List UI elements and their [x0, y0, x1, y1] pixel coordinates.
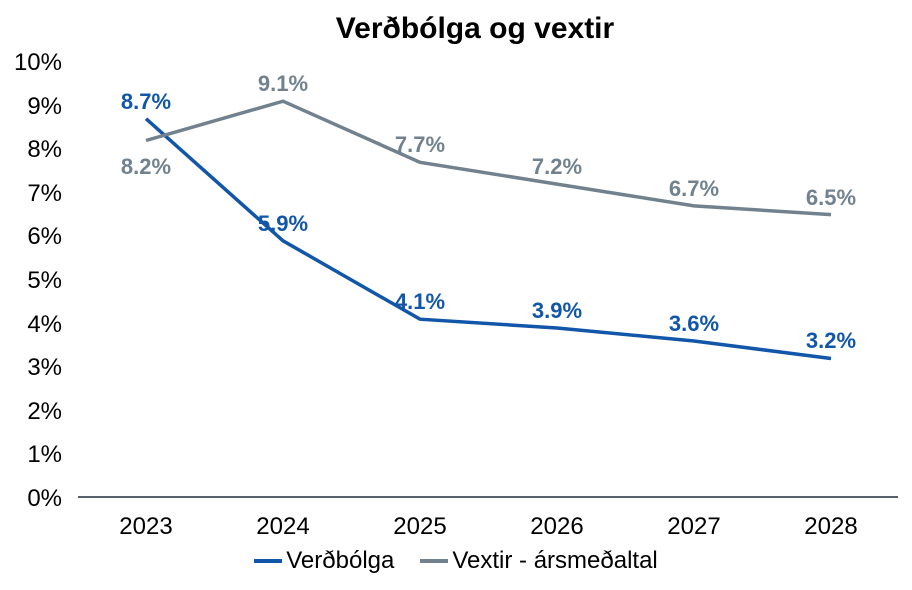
y-axis-tick-label: 1%	[27, 441, 62, 468]
data-label-verdbolga: 3.9%	[532, 298, 582, 323]
x-axis-tick-label: 2028	[804, 513, 857, 540]
y-axis-tick-label: 0%	[27, 485, 62, 512]
data-label-vextir: 9.1%	[258, 71, 308, 96]
data-label-verdbolga: 5.9%	[258, 211, 308, 236]
y-axis-tick-label: 7%	[27, 180, 62, 207]
data-label-verdbolga: 3.6%	[669, 311, 719, 336]
legend-item-vextir: Vextir - ársmeðaltal	[420, 547, 658, 574]
chart-legend: Verðbólga Vextir - ársmeðaltal	[0, 549, 912, 573]
legend-label-vextir: Vextir - ársmeðaltal	[452, 547, 658, 574]
y-axis-tick-label: 5%	[27, 267, 62, 294]
chart-title: Verðbólga og vextir	[335, 12, 615, 45]
y-axis-tick-label: 3%	[27, 354, 62, 381]
data-label-verdbolga: 4.1%	[395, 289, 445, 314]
data-label-vextir: 6.5%	[806, 185, 856, 210]
x-axis-tick-label: 2023	[119, 513, 172, 540]
x-axis-tick-label: 2027	[667, 513, 720, 540]
legend-label-verdbolga: Verðbólga	[286, 547, 395, 574]
series-line-vextir	[145, 99, 832, 217]
data-label-verdbolga: 8.7%	[121, 89, 171, 114]
x-axis-tick-label: 2026	[530, 513, 583, 540]
legend-line-swatch-vextir	[420, 559, 449, 563]
legend-line-swatch-verdbolga	[254, 559, 283, 563]
data-label-vextir: 6.7%	[669, 176, 719, 201]
data-label-vextir: 7.2%	[532, 154, 582, 179]
data-label-verdbolga: 3.2%	[806, 328, 856, 353]
y-axis-tick-label: 2%	[27, 398, 62, 425]
series-line-verdbolga	[144, 117, 832, 361]
x-axis-tick-label: 2024	[256, 513, 309, 540]
x-axis-tick-label: 2025	[393, 513, 446, 540]
y-axis-tick-label: 8%	[27, 136, 62, 163]
y-axis-tick-label: 4%	[27, 311, 62, 338]
y-axis-tick-label: 10%	[14, 49, 62, 76]
data-label-vextir: 8.2%	[121, 154, 171, 179]
y-axis-tick-label: 6%	[27, 223, 62, 250]
y-axis-tick-label: 9%	[27, 93, 62, 120]
data-label-vextir: 7.7%	[395, 132, 445, 157]
legend-item-verdbolga: Verðbólga	[254, 549, 394, 573]
